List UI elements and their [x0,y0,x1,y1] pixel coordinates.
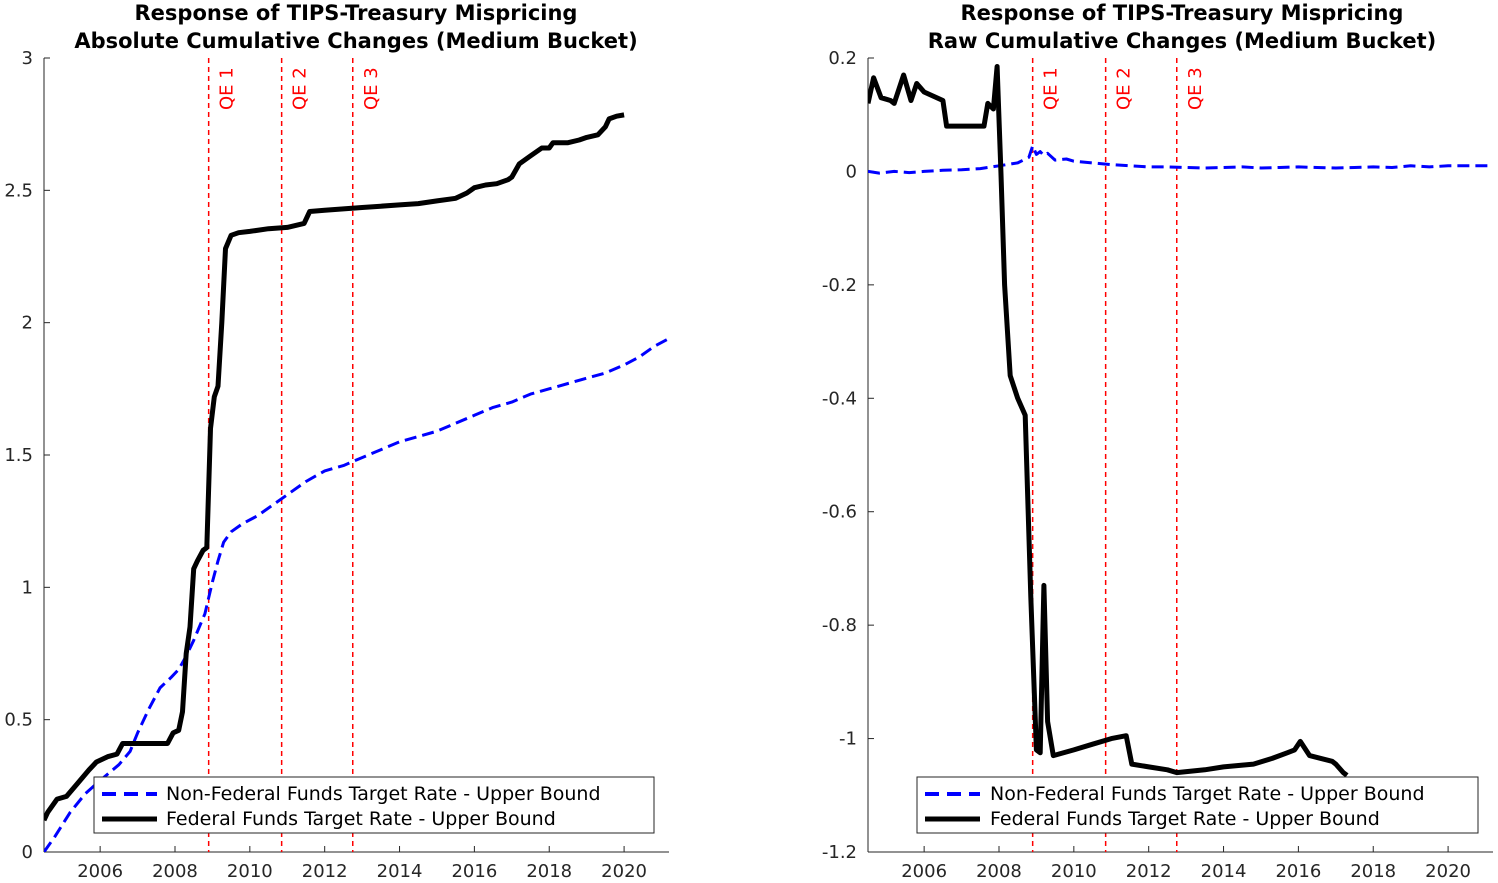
right-legend: Non-Federal Funds Target Rate - Upper Bo… [916,776,1479,834]
right-chart: Response of TIPS-Treasury Mispricing Raw… [822,1,1493,882]
right-x-tick-label: 2006 [901,861,947,882]
left-y-tick-label: 3 [22,48,33,69]
left-x-tick-label: 2018 [526,861,572,882]
right-chart-subtitle: Raw Cumulative Changes (Medium Bucket) [928,29,1436,53]
right-nonfed-series-line [868,144,1493,175]
right-legend-label-fed: Federal Funds Target Rate - Upper Bound [990,808,1380,830]
left-legend: Non-Federal Funds Target Rate - Upper Bo… [93,776,655,834]
left-x-tick-label: 2010 [227,861,273,882]
right-x-tick-label: 2014 [1201,861,1247,882]
left-y-tick-label: 1 [22,577,33,598]
right-y-tick-label: -0.2 [822,275,857,296]
left-y-tick-label: 2.5 [4,180,33,201]
left-x-tick-label: 2016 [451,861,497,882]
right-x-tick-label: 2010 [1051,861,1097,882]
left-x-tick-label: 2012 [302,861,348,882]
left-x-tick-label: 2020 [601,861,647,882]
right-qe-label: QE 3 [1185,67,1206,110]
right-y-tick-label: -0.4 [822,388,857,409]
left-nonfed-series-line [44,337,669,852]
right-fed-series-line [868,64,1349,778]
right-y-tick-label: -0.8 [822,615,857,636]
right-chart-title: Response of TIPS-Treasury Mispricing [961,1,1404,25]
left-series-group [44,112,669,852]
right-y-tick-label: 0.2 [828,48,857,69]
left-qe-label: QE 2 [290,67,311,110]
right-x-tick-label: 2018 [1350,861,1396,882]
right-y-tick-label: 0 [846,161,857,182]
right-series-group [868,64,1493,778]
right-y-tick-label: -1.2 [822,842,857,863]
left-y-tick-label: 1.5 [4,445,33,466]
right-y-tick-label: -0.6 [822,502,857,523]
left-x-tick-label: 2014 [377,861,423,882]
right-x-tick-label: 2012 [1126,861,1172,882]
right-plot-area: -1.2 -1 -0.8 -0.6 -0.4 -0.2 0 0.2 2006 2008 2010 20… [822,48,1493,882]
left-y-tick-label: 0.5 [4,710,33,731]
left-chart-title: Response of TIPS-Treasury Mispricing [135,1,578,25]
left-y-tick-label: 0 [22,842,33,863]
right-legend-label-nonfed: Non-Federal Funds Target Rate - Upper Bo… [990,783,1425,805]
left-chart-subtitle: Absolute Cumulative Changes (Medium Buck… [74,29,637,53]
left-y-tick-label: 2 [22,313,33,334]
left-qe-label: QE 3 [361,67,382,110]
right-x-tick-label: 2016 [1275,861,1321,882]
right-x-tick-label: 2020 [1425,861,1471,882]
right-y-tick-label: -1 [839,729,857,750]
left-legend-label-fed: Federal Funds Target Rate - Upper Bound [166,808,556,830]
left-x-tick-label: 2006 [77,861,123,882]
right-qe-label: QE 2 [1114,67,1135,110]
left-fed-series-line [44,112,625,822]
left-legend-label-nonfed: Non-Federal Funds Target Rate - Upper Bo… [166,783,601,805]
left-legend-box [93,776,655,834]
left-x-tick-label: 2008 [152,861,198,882]
right-legend-box [916,776,1479,834]
right-qe-label: QE 1 [1041,67,1062,110]
left-chart: Response of TIPS-Treasury Mispricing Abs… [4,1,669,882]
left-plot-area: 0 0.5 1 1.5 2 2.5 3 2006 2008 2010 2012 2014 2016 201… [4,48,669,882]
left-qe-label: QE 1 [217,67,238,110]
right-x-tick-label: 2008 [976,861,1022,882]
